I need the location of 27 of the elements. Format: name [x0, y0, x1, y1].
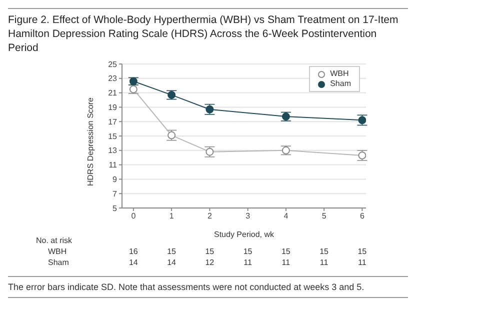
x-tick-label: 5	[322, 212, 327, 221]
y-tick-label: 25	[108, 60, 118, 69]
y-tick-label: 5	[112, 204, 118, 213]
y-tick-label: 21	[108, 88, 118, 98]
y-tick-label: 7	[112, 189, 118, 198]
y-axis-title: HDRS Depression Score	[86, 96, 95, 186]
legend-label: Sham	[330, 79, 351, 89]
y-tick-label: 9	[112, 175, 118, 184]
x-tick-label: 0	[131, 212, 136, 221]
x-tick-label: 2	[207, 212, 212, 221]
x-tick-label: 6	[360, 212, 365, 221]
legend-label: WBH	[330, 69, 349, 79]
text: No. at risk	[36, 236, 72, 245]
text: Sham 14 14 12 11 11 11 11	[48, 258, 366, 267]
text: WBH 16 15 15 15 15 15 15	[48, 247, 367, 256]
x-axis-title: Study Period, wk	[212, 230, 276, 239]
y-tick-label: 11	[108, 160, 118, 170]
chart-title: Figure 2. Effect of Whole-Body Hyperthermia (WBH) vs Sham Treatment on 17-Item Hamilton Depression Rating Scale (HDRS) Across the 6-Week Postintervention Period	[8, 8, 408, 55]
x-tick-label: 1	[169, 212, 174, 221]
y-tick-label: 19	[108, 103, 118, 112]
x-tick-label: 3	[246, 212, 251, 221]
text: The error bars indicate SD. Note that assessments were not conducted at weeks 3 and 5.	[8, 276, 408, 298]
y-tick-label: 15	[108, 132, 118, 141]
y-tick-label: 17	[108, 117, 118, 126]
x-tick-label: 4	[284, 212, 289, 221]
y-tick-label: 23	[108, 74, 118, 84]
y-tick-label: 13	[108, 146, 118, 156]
